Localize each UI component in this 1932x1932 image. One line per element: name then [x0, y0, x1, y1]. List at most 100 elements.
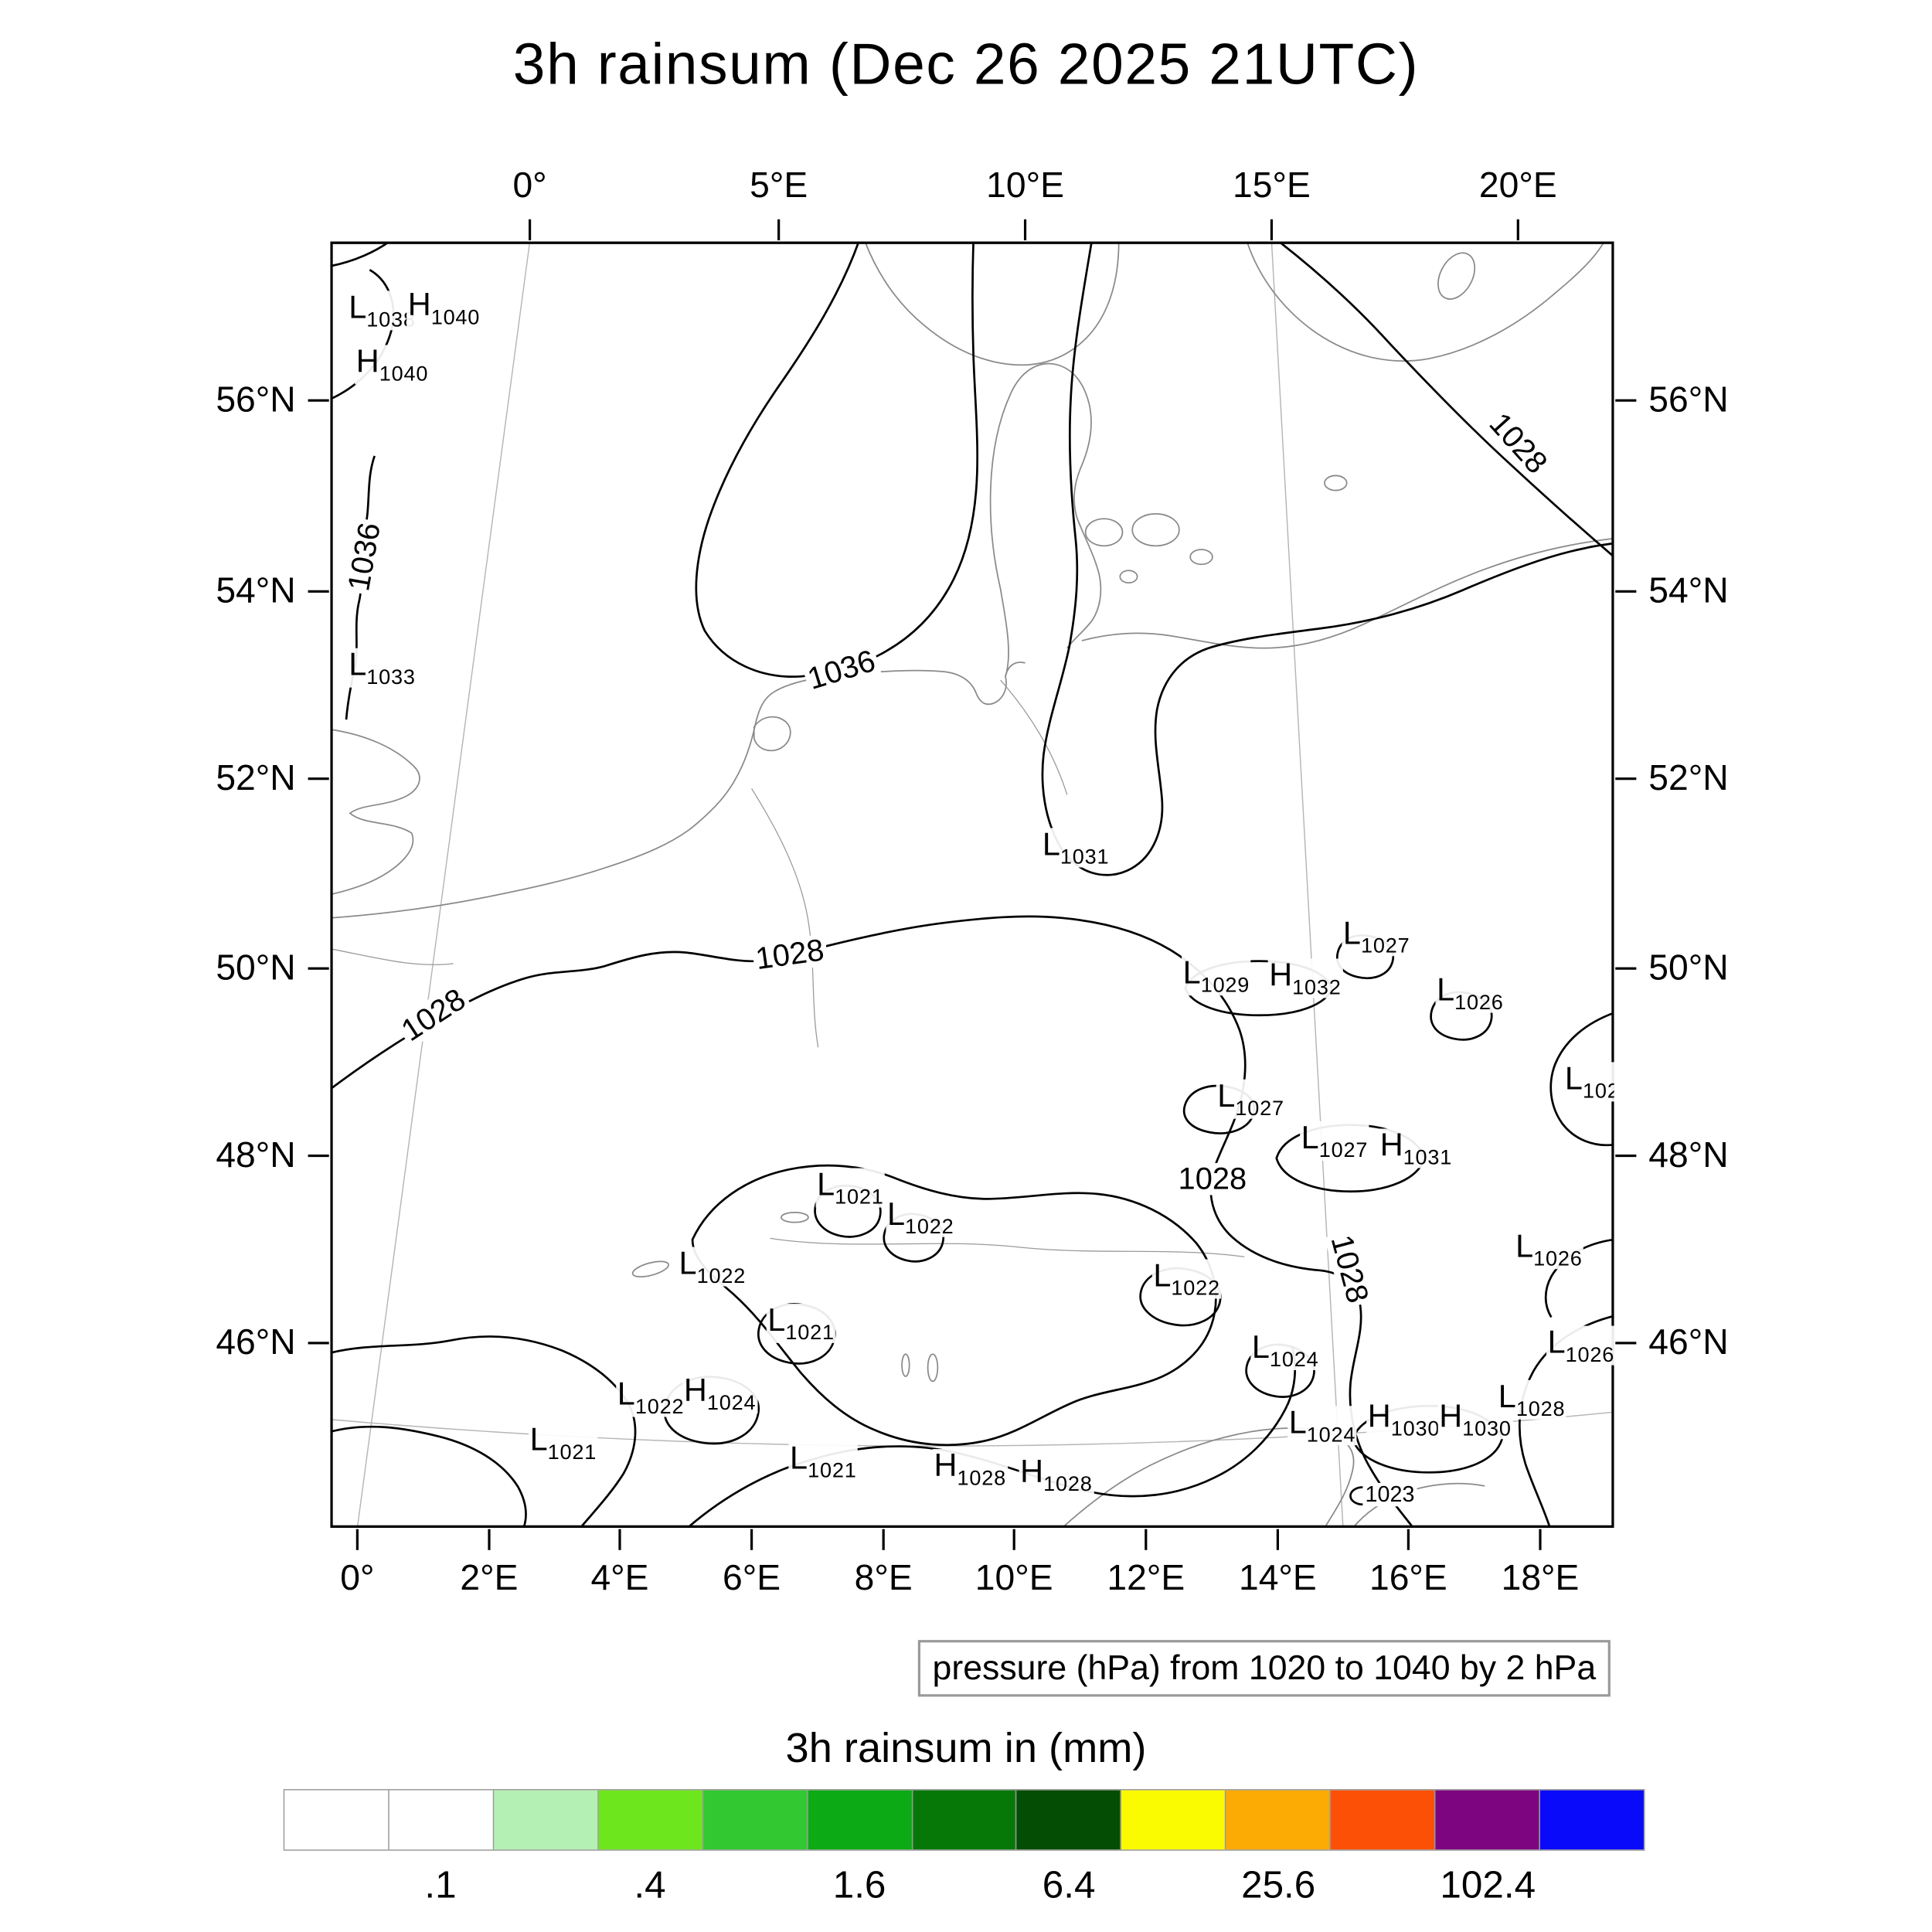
pressure-centers-layer: L1038 H1040 H1040 L1033 L1031 L1027 L1029 H1032… [330, 242, 1614, 1529]
pressure-letter: L [1564, 1060, 1583, 1097]
pressure-value: 1024 [1306, 1423, 1356, 1447]
pressure-value: 1021 [785, 1321, 835, 1345]
right-axis-tick [1615, 1342, 1637, 1345]
colorbar-title: 3h rainsum in (mm) [785, 1725, 1147, 1772]
pressure-letter: L [1437, 971, 1455, 1009]
left-axis-tick [308, 590, 329, 593]
top-axis-label: 10°E [986, 166, 1064, 206]
pressure-value: 1032 [1292, 975, 1342, 1000]
pressure-letter: L [817, 1165, 835, 1203]
pressure-letter: H [683, 1371, 707, 1409]
pressure-value: 1021 [835, 1185, 884, 1209]
pressure-center-h: H1040 [406, 288, 481, 328]
pressure-value: 1022 [905, 1215, 954, 1239]
pressure-letter: L [1515, 1227, 1534, 1264]
top-axis-label: 15°E [1233, 166, 1311, 206]
pressure-center-l: L1026 [1514, 1227, 1584, 1270]
pressure-letter: L [1217, 1077, 1236, 1114]
top-axis-tick [1270, 219, 1273, 240]
right-axis-tick [1615, 967, 1637, 970]
pressure-value: 1028 [1043, 1472, 1093, 1496]
left-axis-tick [308, 399, 329, 402]
pressure-letter: H [407, 285, 431, 323]
pressure-value: 1026 [1454, 990, 1504, 1015]
pressure-center-l: L1022 [677, 1247, 747, 1288]
right-axis-tick [1615, 1155, 1637, 1157]
map-border [330, 241, 1614, 1529]
pressure-value: 1022 [634, 1394, 685, 1419]
pressure-center-l: L1027 [1216, 1080, 1286, 1119]
pressure-value: 1024 [1269, 1348, 1319, 1372]
contour-label: 1036 [342, 518, 387, 597]
bottom-axis-label: 16°E [1369, 1558, 1447, 1598]
left-axis-label: 48°N [216, 1136, 296, 1176]
pressure-value: 1033 [366, 665, 416, 689]
pressure-letter: H [1379, 1126, 1403, 1164]
pressure-value: 1026 [1565, 1342, 1614, 1367]
right-axis-tick [1615, 399, 1637, 402]
bottom-axis-tick [1012, 1529, 1015, 1550]
colorbar-box [1331, 1790, 1436, 1850]
pressure-center-h: H1024 [682, 1374, 757, 1413]
right-axis-label: 54°N [1648, 571, 1729, 611]
right-axis-tick [1615, 777, 1637, 780]
colorbar-tick-label: 102.4 [1440, 1862, 1536, 1906]
bottom-axis-tick [750, 1529, 753, 1550]
contour-label: 1028 [751, 933, 828, 977]
pressure-center-h: H1031 [1379, 1128, 1454, 1168]
pressure-center-l: L1027 [1342, 917, 1412, 956]
pressure-caption: pressure (hPa) from 1020 to 1040 by 2 hP… [917, 1640, 1611, 1697]
pressure-value: 1028 [957, 1466, 1007, 1490]
pressure-letter: L [1547, 1323, 1566, 1361]
colorbar-box [702, 1790, 808, 1850]
right-axis-label: 56°N [1648, 380, 1729, 420]
pressure-letter: L [1182, 954, 1201, 991]
pressure-letter: H [1020, 1452, 1044, 1490]
pressure-value: 1022 [696, 1264, 747, 1288]
colorbar-tick-label: .1 [424, 1862, 457, 1906]
top-axis-tick [529, 219, 531, 240]
right-axis-label: 52°N [1648, 759, 1729, 799]
pressure-value: 1021 [808, 1458, 857, 1483]
pressure-center-l: L1022 [1151, 1257, 1222, 1299]
left-axis-label: 50°N [216, 948, 296, 988]
pressure-value: 1021 [547, 1440, 597, 1464]
contour-label: 1028 [1175, 1163, 1250, 1196]
bottom-axis-tick [618, 1529, 621, 1550]
pressure-letter: L [1498, 1377, 1516, 1415]
pressure-center-l: L1021 [528, 1423, 598, 1464]
left-axis-tick [308, 1155, 329, 1157]
pressure-letter: L [767, 1301, 786, 1338]
pressure-center-h: H1028 [1019, 1455, 1094, 1495]
pressure-value: 1029 [1200, 973, 1250, 997]
pressure-center-l: L1022 [886, 1195, 956, 1239]
colorbar-box [494, 1790, 599, 1850]
pressure-letter: L [886, 1195, 906, 1233]
right-axis-label: 50°N [1648, 948, 1729, 988]
colorbar-box [1121, 1790, 1226, 1850]
rivers [330, 679, 1245, 1257]
colorbar-tick-labels: .1 .4 1.6 6.4 25.6 102.4 [284, 1863, 1645, 1913]
colorbar-tick-label: 25.6 [1241, 1862, 1316, 1906]
bottom-axis-label: 8°E [854, 1558, 913, 1598]
bottom-axis-tick [1277, 1529, 1279, 1550]
colorbar: .1 .4 1.6 6.4 25.6 102.4 [283, 1789, 1645, 1906]
pressure-center-l: L1026 [1546, 1326, 1614, 1366]
pressure-value: 1031 [1403, 1145, 1453, 1170]
colorbar-box [1017, 1790, 1122, 1850]
top-axis-tick [1024, 219, 1026, 240]
page-title: 3h rainsum (Dec 26 2025 21UTC) [512, 30, 1420, 97]
colorbar-tick-label: 1.6 [832, 1862, 886, 1906]
pressure-letter: L [1288, 1403, 1307, 1440]
colorbar-box [1226, 1790, 1332, 1850]
contour-label: 1028 [1481, 405, 1555, 482]
pressure-center-l: L1021 [766, 1301, 836, 1345]
pressure-value: 1030 [1462, 1417, 1512, 1440]
pressure-letter: L [1153, 1257, 1172, 1294]
pressure-letter: H [934, 1446, 957, 1484]
pressure-center-l: L1022 [616, 1378, 685, 1417]
map-frame: L1038 H1040 H1040 L1033 L1031 L1027 L1029 H1032… [330, 241, 1614, 1529]
colorbar-box [598, 1790, 703, 1850]
pressure-letter: L [349, 288, 367, 325]
